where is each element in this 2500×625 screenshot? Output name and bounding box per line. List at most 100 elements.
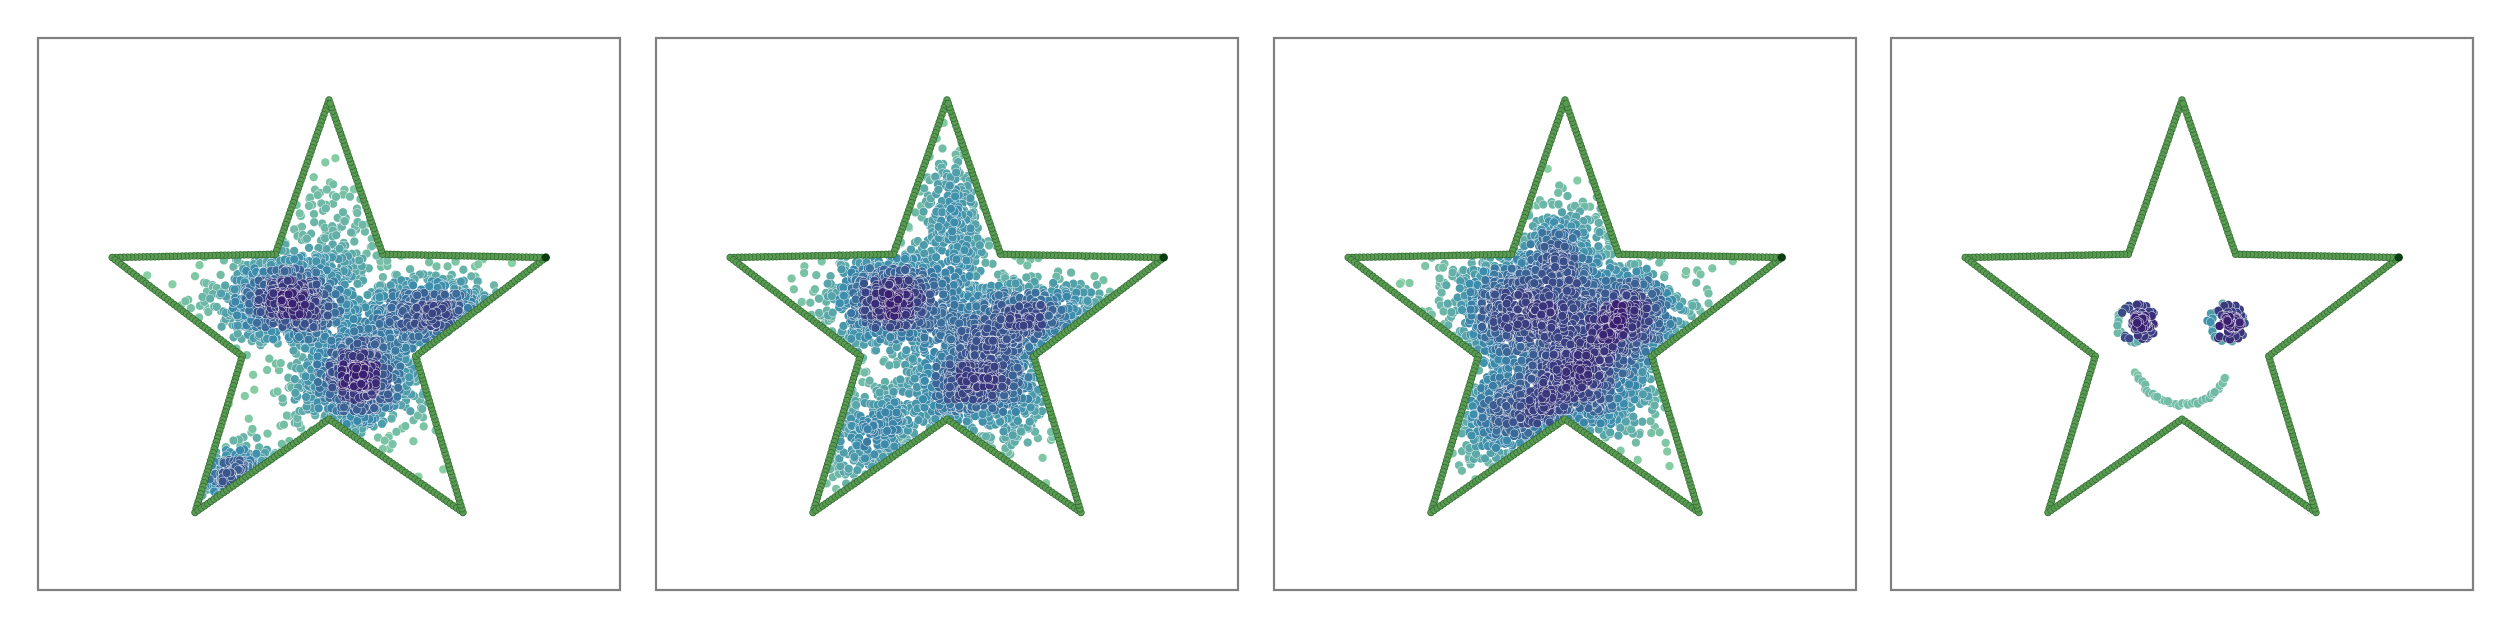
density-point: [378, 272, 388, 282]
density-point: [811, 270, 821, 280]
density-point: [994, 290, 1004, 300]
density-point: [300, 319, 310, 329]
density-point: [300, 343, 310, 353]
density-point: [949, 217, 959, 228]
density-point: [1011, 407, 1021, 417]
density-point: [328, 179, 338, 189]
density-point: [380, 435, 390, 446]
density-point: [249, 385, 259, 395]
density-point: [860, 453, 870, 464]
density-point: [297, 222, 307, 232]
density-point: [357, 220, 368, 230]
density-point: [322, 184, 332, 195]
density-point: [846, 334, 856, 344]
density-point: [962, 416, 972, 427]
density-point: [984, 240, 994, 251]
density-point: [1048, 278, 1058, 288]
density-point: [313, 377, 323, 387]
density-point: [300, 300, 310, 310]
density-point: [232, 310, 242, 321]
density-point: [205, 293, 215, 304]
density-point: [244, 414, 254, 424]
density-point: [895, 374, 905, 385]
density-point: [233, 329, 243, 339]
density-point: [1024, 342, 1034, 352]
density-point: [417, 404, 427, 414]
density-point: [400, 421, 410, 431]
density-point: [864, 376, 875, 386]
density-point: [933, 185, 944, 195]
density-point: [287, 298, 298, 309]
density-point: [294, 332, 304, 342]
density-point: [304, 243, 314, 253]
density-point: [880, 407, 890, 417]
density-point: [846, 308, 856, 318]
density-point: [334, 244, 345, 254]
density-point: [340, 216, 350, 226]
density-point: [331, 230, 341, 240]
density-point: [352, 208, 362, 218]
density-point: [311, 267, 321, 278]
density-point: [312, 359, 322, 370]
density-point: [888, 387, 899, 397]
density-point: [255, 307, 266, 317]
density-point: [252, 433, 262, 443]
density-point: [393, 383, 403, 393]
density-point: [920, 376, 930, 386]
density-point: [863, 424, 873, 434]
density-point: [965, 223, 976, 233]
density-point: [228, 435, 239, 446]
density-point: [998, 407, 1008, 417]
density-point: [331, 289, 341, 299]
density-point: [947, 226, 957, 236]
density-point: [1023, 437, 1033, 448]
density-point: [348, 314, 359, 324]
density-point: [277, 295, 287, 305]
density-point: [303, 334, 314, 345]
density-point: [1013, 416, 1023, 426]
density-point: [814, 294, 824, 304]
density-point: [384, 317, 395, 327]
density-point: [349, 326, 359, 336]
density-point: [387, 439, 398, 449]
density-point: [871, 345, 881, 356]
density-point: [971, 301, 982, 311]
density-point: [427, 308, 437, 319]
density-point: [1023, 372, 1034, 382]
density-point: [880, 439, 890, 449]
density-point: [1022, 260, 1032, 271]
density-point: [186, 303, 196, 313]
density-point: [301, 392, 311, 402]
density-point: [194, 260, 205, 270]
density-point: [258, 267, 269, 277]
density-point: [321, 203, 331, 214]
density-point: [230, 284, 240, 295]
density-point: [216, 322, 227, 332]
density-point: [288, 346, 299, 356]
density-point: [937, 143, 948, 154]
density-point: [392, 392, 402, 402]
density-point: [327, 382, 337, 393]
density-point: [823, 278, 833, 289]
density-point: [290, 374, 300, 384]
density-point: [904, 388, 914, 399]
density-point: [311, 279, 322, 290]
density-point: [805, 298, 815, 308]
density-point: [362, 290, 373, 300]
density-point: [466, 271, 476, 281]
density-point: [1092, 280, 1102, 290]
density-point: [268, 288, 279, 298]
density-point: [849, 452, 860, 462]
density-point: [264, 353, 274, 364]
density-point: [451, 289, 461, 299]
density-point: [975, 240, 985, 250]
density-point: [369, 403, 379, 413]
density-point: [386, 303, 397, 313]
density-point: [940, 267, 951, 278]
density-point: [276, 358, 286, 368]
density-point: [959, 245, 970, 255]
density-point: [302, 234, 312, 244]
density-point: [1082, 296, 1093, 306]
density-point: [326, 335, 337, 346]
